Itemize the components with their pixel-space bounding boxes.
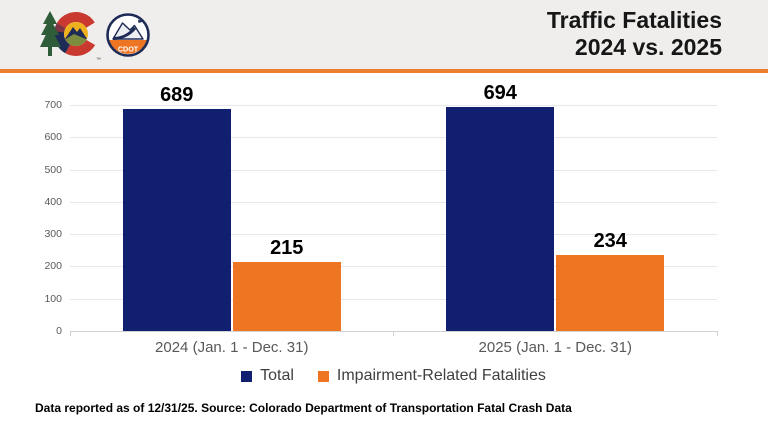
source-note: Data reported as of 12/31/25. Source: Co… bbox=[35, 401, 572, 415]
bar-value-label: 694 bbox=[483, 81, 517, 104]
road-icon bbox=[112, 26, 137, 40]
x-axis-tick bbox=[393, 331, 394, 336]
x-axis-tick bbox=[69, 331, 71, 336]
trademark-mark: ™ bbox=[96, 57, 101, 62]
accent-divider bbox=[0, 69, 768, 73]
y-axis-tick-label: 300 bbox=[44, 228, 62, 241]
page-title: Traffic Fatalities 2024 vs. 2025 bbox=[547, 7, 722, 61]
bar-total-2 bbox=[446, 106, 555, 331]
gridline-100 bbox=[70, 298, 717, 300]
legend-label: Total bbox=[260, 367, 294, 384]
gridline-600 bbox=[70, 137, 717, 139]
x-axis-tick bbox=[716, 331, 718, 336]
y-axis-tick-label: 100 bbox=[44, 292, 62, 305]
pine-tree-icon bbox=[40, 11, 61, 56]
cdot-logo-label: CDOT bbox=[118, 45, 139, 54]
gridline-700 bbox=[70, 105, 717, 106]
page-title-line2: 2024 vs. 2025 bbox=[574, 34, 722, 60]
legend-item: Total bbox=[241, 367, 294, 385]
legend-item: Impairment-Related Fatalities bbox=[317, 367, 546, 385]
logo-group: ™ CDOT bbox=[40, 8, 150, 62]
bar-value-label: 215 bbox=[270, 236, 304, 259]
legend: Total Impairment-Related Fatalities bbox=[70, 367, 717, 385]
bar-total-1 bbox=[122, 108, 231, 331]
legend-label: Impairment-Related Fatalities bbox=[336, 367, 546, 384]
y-axis-tick-label: 600 bbox=[44, 131, 62, 144]
mountain-icon bbox=[112, 22, 144, 40]
legend-swatch-icon bbox=[317, 370, 329, 382]
y-axis-tick-label: 700 bbox=[44, 99, 62, 111]
page-title-line1: Traffic Fatalities bbox=[546, 7, 722, 33]
x-axis-category-label: 2024 (Jan. 1 - Dec. 31) bbox=[155, 339, 309, 356]
colorado-state-logo: ™ bbox=[40, 11, 101, 62]
gridline-200 bbox=[70, 266, 717, 268]
gridline-300 bbox=[70, 234, 717, 236]
bar-chart: 0 100 200 300 400 500 600 700 689 215 2024 (Jan. 1… bbox=[0, 73, 768, 398]
gridline-400 bbox=[70, 201, 717, 203]
cdot-logo: CDOT bbox=[106, 13, 150, 57]
y-axis-tick-label: 200 bbox=[44, 260, 62, 273]
x-axis-category-label: 2025 (Jan. 1 - Dec. 31) bbox=[478, 339, 632, 356]
gridline-500 bbox=[70, 169, 717, 171]
legend-swatch-icon bbox=[241, 370, 253, 382]
bar-value-label: 234 bbox=[593, 230, 627, 253]
airplane-icon bbox=[138, 19, 144, 23]
y-axis-tick-label: 400 bbox=[44, 195, 62, 208]
y-axis-tick-label: 500 bbox=[44, 163, 62, 176]
bar-impairment-related-fatalities-1 bbox=[232, 261, 341, 331]
header: ™ CDOT Traffic Fatalities 2024 vs. 2025 bbox=[0, 0, 768, 69]
y-axis-tick-label: 0 bbox=[56, 325, 62, 337]
bar-value-label: 689 bbox=[160, 83, 194, 106]
bar-impairment-related-fatalities-2 bbox=[556, 255, 665, 331]
